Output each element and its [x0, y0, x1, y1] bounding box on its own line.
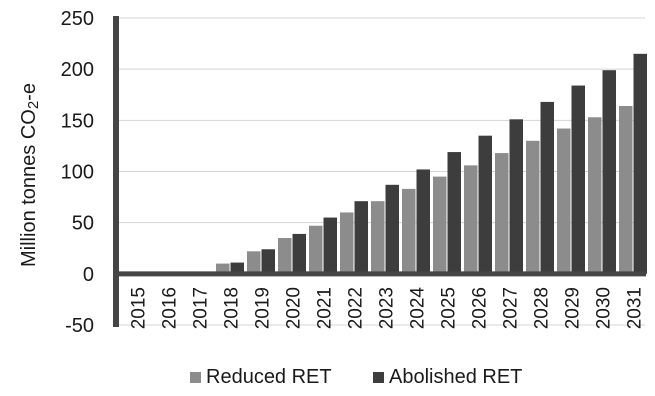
legend: Reduced RET Abolished RET: [190, 366, 522, 388]
bar-abolished-ret: [447, 152, 461, 274]
y-tick-label: 250: [61, 8, 94, 30]
bar-abolished-ret: [230, 262, 244, 274]
bar-reduced-ret: [402, 188, 416, 274]
bar-reduced-ret: [588, 117, 602, 274]
x-tick-label: 2020: [284, 287, 305, 329]
bar-abolished-ret: [385, 184, 399, 274]
bar-abolished-ret: [292, 233, 306, 274]
x-tick-label: 2025: [439, 287, 460, 329]
bar-abolished-ret: [354, 201, 368, 274]
y-axis-ticks: -50 0 50 100 150 200 250: [61, 8, 94, 337]
y-tick-label: -50: [65, 315, 94, 337]
x-tick-label: 2015: [129, 287, 150, 329]
bar-reduced-ret: [526, 140, 540, 274]
bar-abolished-ret: [633, 53, 647, 274]
bar-abolished-ret: [540, 101, 554, 274]
bar-abolished-ret: [602, 70, 616, 274]
x-tick-label: 2027: [501, 287, 522, 329]
bar-reduced-ret: [371, 201, 385, 274]
x-tick-label: 2019: [253, 287, 274, 329]
y-axis-title: Million tonnes CO2-e: [18, 83, 42, 267]
axes: [113, 16, 646, 327]
bar-abolished-ret: [571, 85, 585, 274]
bar-abolished-ret: [478, 135, 492, 274]
x-tick-label: 2031: [625, 287, 646, 329]
y-tick-label: 100: [61, 162, 94, 184]
x-tick-label: 2024: [408, 287, 429, 330]
bar-reduced-ret: [340, 212, 354, 274]
x-tick-label: 2026: [470, 287, 491, 329]
x-tick-label: 2030: [594, 287, 615, 329]
x-tick-label: 2017: [191, 287, 212, 329]
bar-reduced-ret: [216, 263, 230, 274]
bar-reduced-ret: [464, 165, 478, 274]
x-tick-label: 2018: [222, 287, 243, 329]
y-tick-label: 0: [83, 264, 94, 286]
y-tick-label: 200: [61, 59, 94, 81]
bar-reduced-ret: [278, 238, 292, 274]
legend-label: Abolished RET: [389, 366, 522, 388]
x-tick-label: 2022: [346, 287, 367, 329]
legend-swatch: [190, 372, 201, 383]
x-tick-label: 2021: [315, 287, 336, 329]
x-tick-label: 2028: [532, 287, 553, 329]
legend-label: Reduced RET: [206, 366, 332, 388]
bar-abolished-ret: [509, 119, 523, 274]
bar-abolished-ret: [323, 217, 337, 274]
bar-abolished-ret: [261, 249, 275, 274]
x-tick-label: 2023: [377, 287, 398, 329]
legend-swatch: [373, 372, 384, 383]
x-tick-label: 2029: [563, 287, 584, 329]
x-tick-label: 2016: [160, 287, 181, 329]
y-tick-label: 150: [61, 110, 94, 132]
bar-reduced-ret: [619, 106, 633, 274]
x-axis-ticks: 2015 2016 2017 2018 2019 2020 2021 2022 2023 2024…: [129, 287, 646, 330]
bar-reduced-ret: [557, 128, 571, 274]
bar-reduced-ret: [247, 251, 261, 274]
gridlines: [113, 17, 645, 326]
y-tick-label: 50: [72, 213, 94, 235]
bar-reduced-ret: [433, 176, 447, 274]
bars: [216, 53, 647, 274]
bar-reduced-ret: [309, 225, 323, 274]
bar-abolished-ret: [416, 169, 430, 274]
bar-reduced-ret: [495, 153, 509, 274]
